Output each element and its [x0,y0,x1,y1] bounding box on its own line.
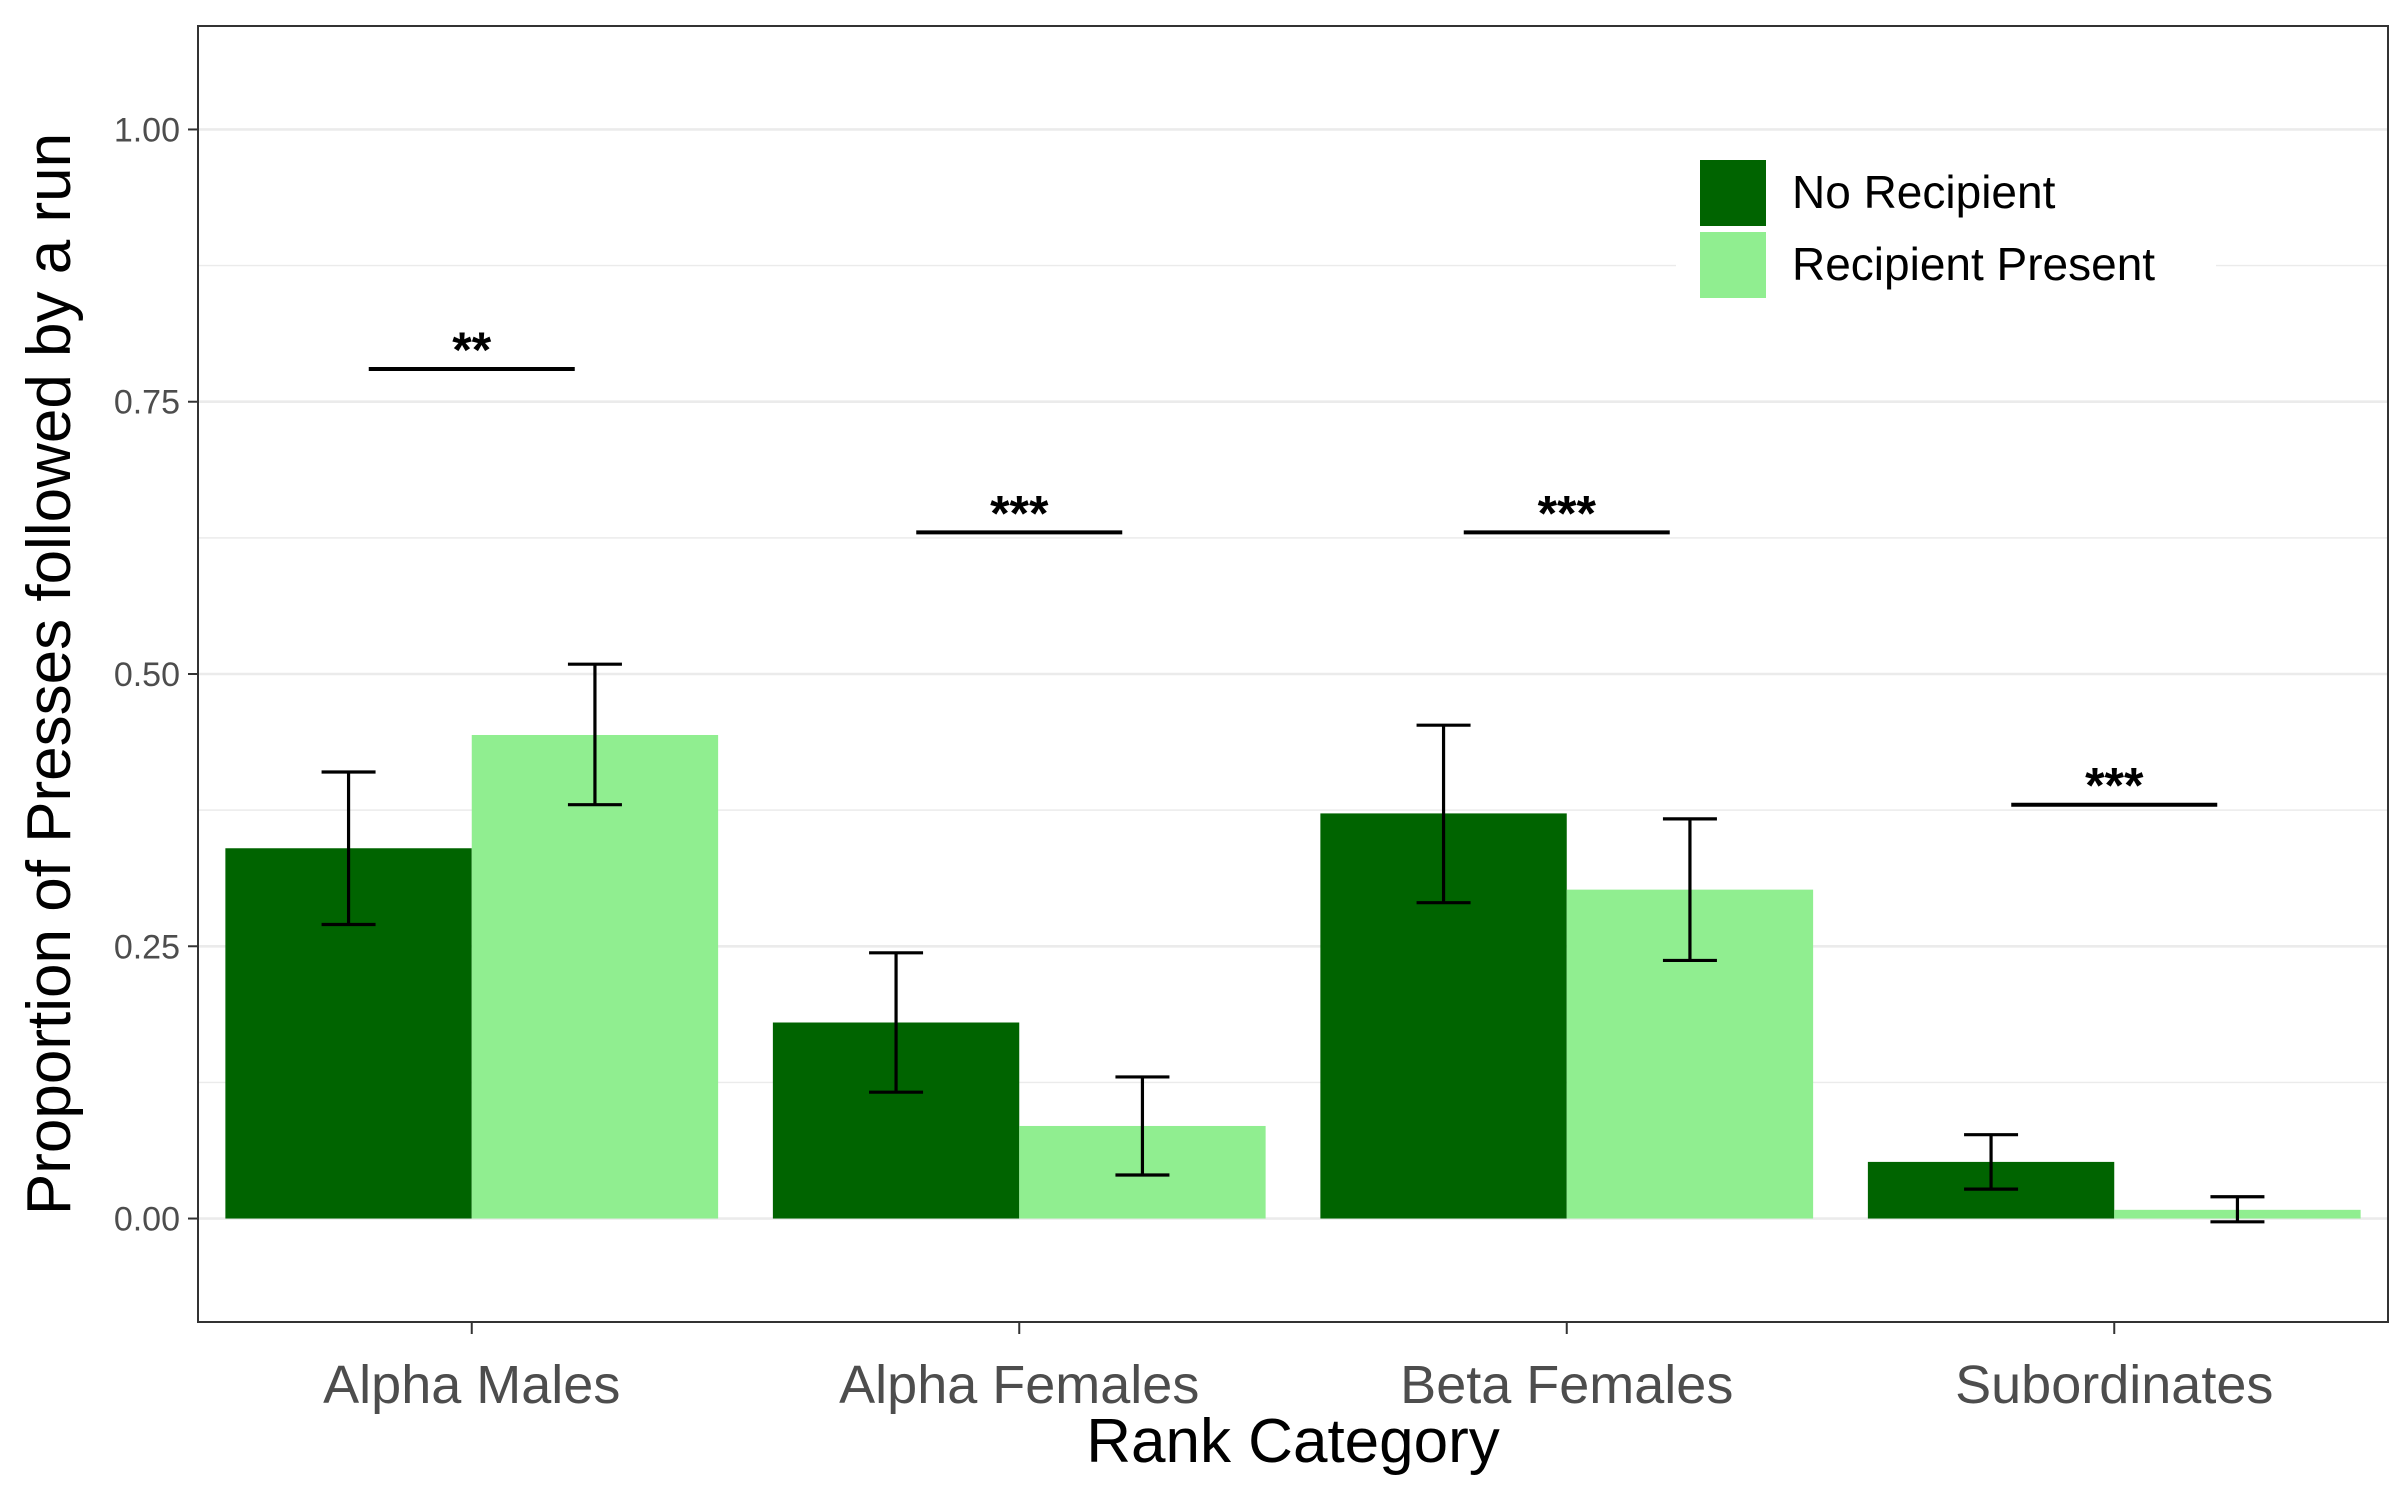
bars [225,734,2361,1219]
significance-annotation: ** [368,322,575,378]
x-tick-label: Subordinates [1955,1355,2273,1415]
x-axis-title: Rank Category [1086,1407,1500,1476]
y-tick-label: 0.00 [114,1201,180,1239]
significance-annotation: *** [916,485,1123,541]
significance-label: *** [2085,758,2144,814]
y-axis-title: Proportion of Presses followed by a run [15,133,84,1215]
x-axis: Alpha Males Alpha Females Beta Females Subo… [323,1322,2273,1415]
error-bar [869,951,924,1094]
significance-annotations: ***** ****** [368,322,2218,814]
error-bar [1964,1133,2019,1191]
error-bar [2210,1195,2265,1224]
significance-label: *** [1538,485,1597,541]
significance-annotation: *** [2011,758,2218,814]
error-bar [1416,723,1471,905]
legend-key [1700,160,1766,226]
error-bar [321,770,376,927]
x-tick-label: Beta Females [1400,1355,1733,1415]
error-bar [567,662,622,807]
significance-label: ** [452,322,491,378]
x-tick-label: Alpha Females [839,1355,1199,1415]
error-bar [1662,817,1717,963]
legend-label: No Recipient [1792,166,2056,218]
y-tick-label: 0.50 [114,656,180,694]
bar [471,734,719,1219]
error-bar [1115,1075,1170,1177]
legend: No Recipient Recipient Present [1676,150,2216,300]
legend-item: Recipient Present [1700,232,2155,298]
x-tick-label: Alpha Males [323,1355,620,1415]
y-tick-label: 0.25 [114,928,180,966]
y-axis: 0.00 0.25 0.50 0.75 1.00 [114,111,198,1239]
legend-label: Recipient Present [1792,238,2155,290]
y-tick-label: 1.00 [114,111,180,149]
legend-key [1700,232,1766,298]
error-bars [321,662,2265,1224]
significance-label: *** [990,485,1049,541]
significance-annotation: *** [1463,485,1670,541]
legend-item: No Recipient [1700,160,2056,226]
y-tick-label: 0.75 [114,384,180,422]
